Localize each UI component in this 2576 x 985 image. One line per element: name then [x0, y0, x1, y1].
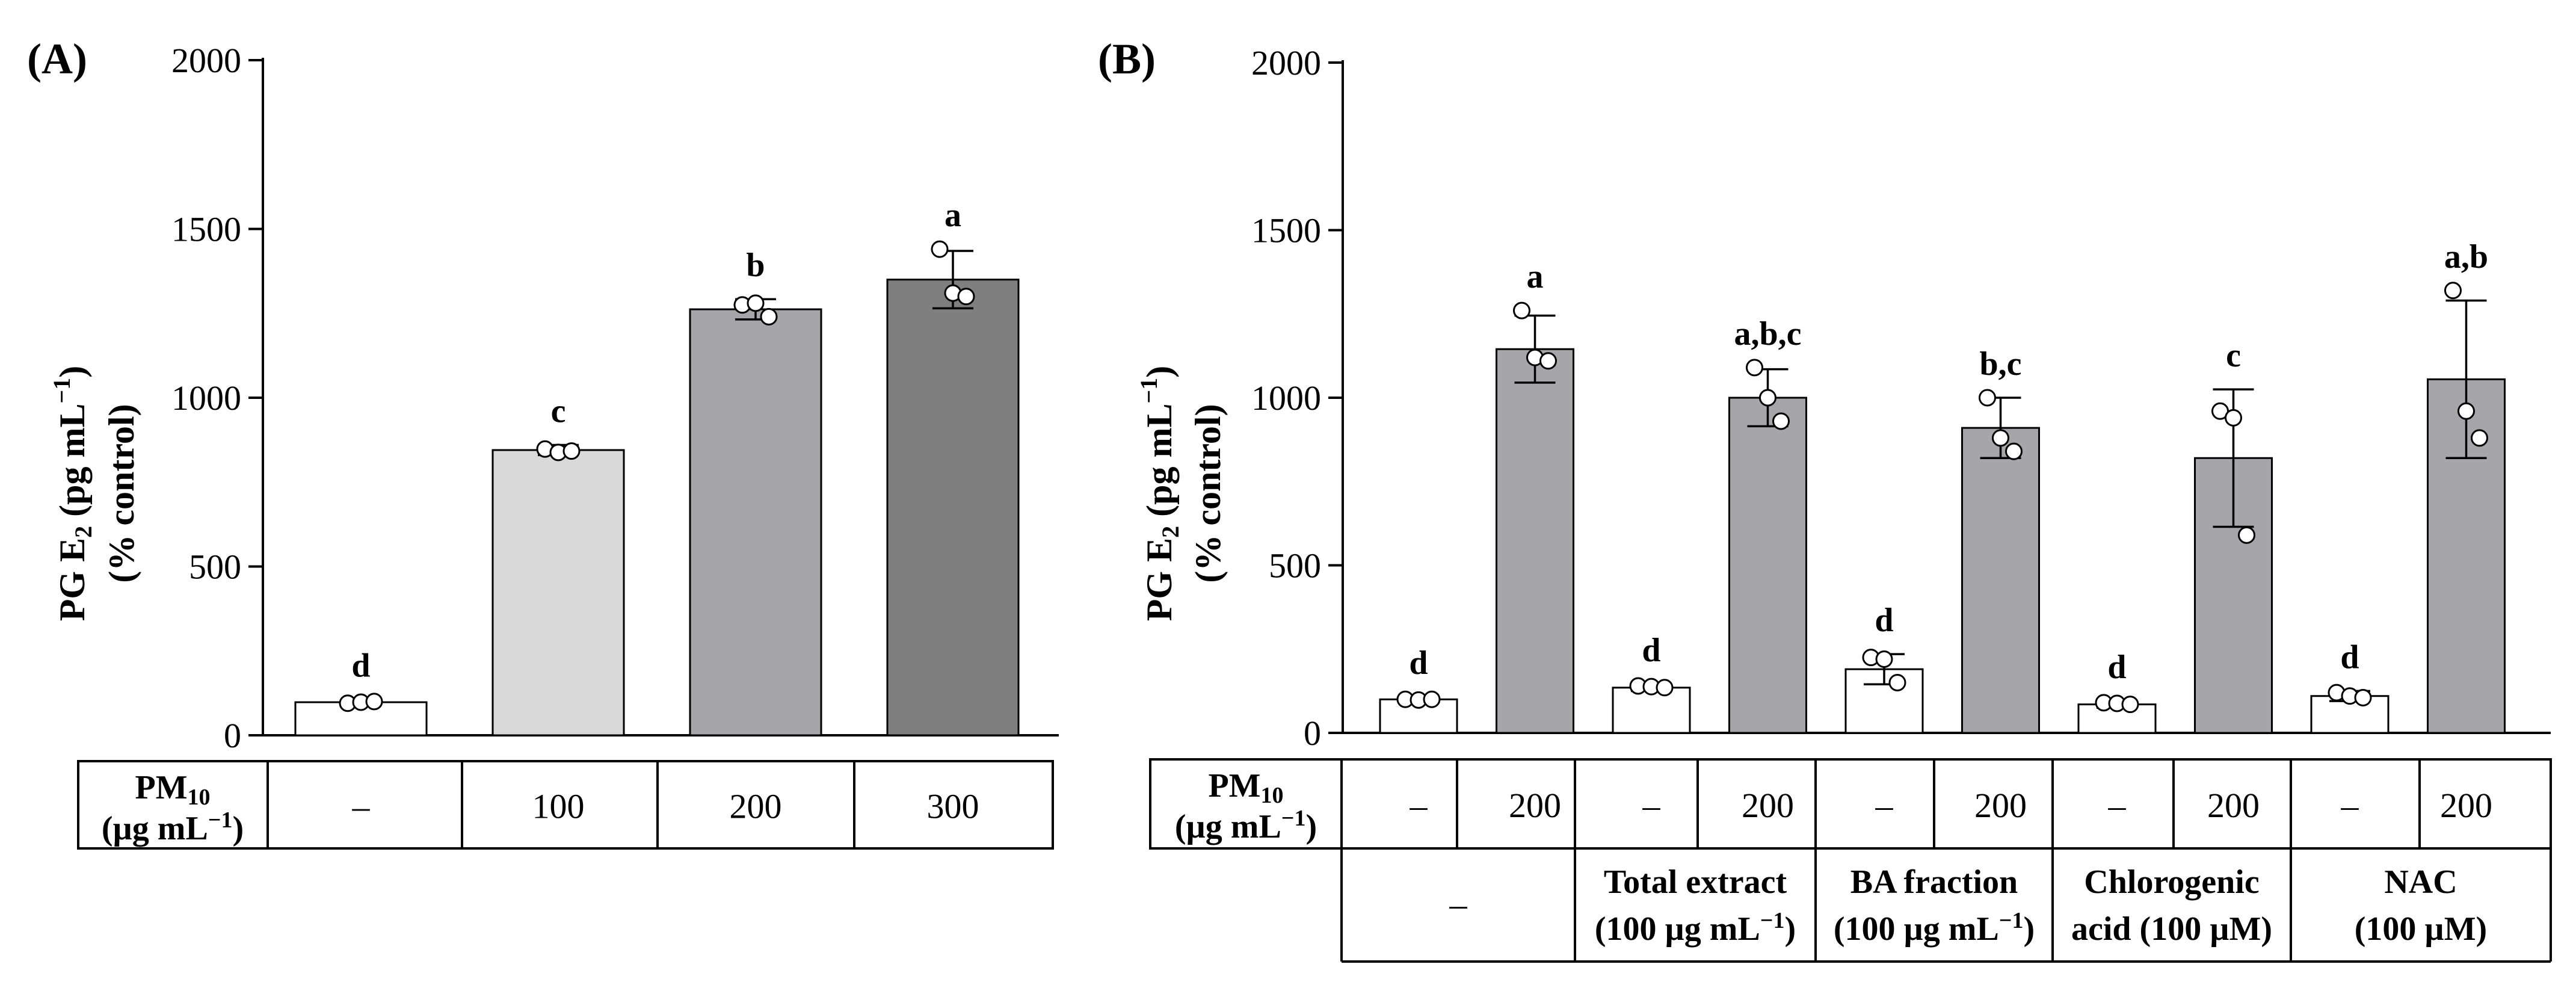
data-point [1875, 650, 1893, 668]
table-cell-value: – [1410, 786, 1428, 825]
panel-label: (A) [27, 35, 87, 83]
significance-letter: a,b [2444, 238, 2488, 276]
table-cell-value: – [1642, 786, 1661, 825]
y-tick-label: 1000 [1251, 378, 1321, 418]
significance-letter: d [2340, 638, 2359, 676]
data-point [2225, 409, 2242, 427]
bar [1961, 427, 2040, 734]
data-point [760, 307, 778, 326]
y-axis-title: PG E2 (pg mL−1) [1135, 366, 1184, 621]
table-group-label: Chlorogenic [2084, 863, 2259, 901]
bar [491, 449, 625, 736]
significance-letter: a [1527, 258, 1544, 295]
data-point [1423, 690, 1441, 708]
table-group-sublabel: acid (100 µM) [2071, 910, 2272, 948]
data-point [1539, 352, 1557, 370]
y-tick-label: 2000 [171, 41, 241, 80]
data-point [2444, 282, 2462, 300]
data-point [562, 442, 581, 460]
table-cell-value: 200 [1509, 786, 1561, 825]
table-group-sublabel: (100 µg mL−1) [1834, 908, 2035, 948]
bar [689, 308, 822, 736]
table-row-label: PM10 [1208, 767, 1283, 808]
table-cell-value: – [2341, 786, 2359, 825]
table-group-label: NAC [2384, 863, 2457, 901]
data-point [365, 693, 383, 711]
table-cell-value: 100 [532, 787, 585, 826]
significance-letter: d [351, 647, 370, 685]
table-cell-value: – [352, 787, 371, 826]
data-point [1513, 301, 1530, 320]
significance-letter: d [2107, 649, 2126, 686]
table-cell-value: 200 [2440, 786, 2492, 825]
data-point [2457, 402, 2475, 420]
y-tick-label: 0 [224, 716, 241, 755]
data-point [2121, 696, 2139, 714]
table-cell-value: – [2108, 786, 2127, 825]
y-tick-label: 1000 [171, 378, 241, 418]
panel-a: (A) PG E2 (pg mL−1)(% control) 0 500 1000 150… [27, 35, 1059, 850]
data-point [957, 288, 975, 306]
table-border [1149, 758, 2552, 850]
y-tick-label: 1500 [171, 210, 241, 249]
table-row-unit: (µg mL−1) [102, 807, 244, 847]
y-axis-title-line2: (% control) [102, 404, 141, 582]
table-cell-value: 200 [730, 787, 782, 826]
data-point [2471, 429, 2488, 447]
bar [1496, 348, 1574, 734]
significance-letter: b [746, 247, 765, 284]
significance-letter: d [1875, 602, 1893, 639]
table-row-label: PM10 [135, 769, 210, 810]
data-point [1992, 429, 2009, 447]
data-point [2354, 689, 2372, 707]
data-point [931, 240, 949, 258]
table-cell-value: 300 [927, 787, 979, 826]
table-cell-value: 200 [1742, 786, 1794, 825]
data-point [2005, 442, 2023, 460]
y-axis-title: PG E2 (pg mL−1) [48, 366, 97, 621]
table-row-unit: (µg mL−1) [1175, 806, 1317, 845]
significance-letter: b,c [1980, 345, 2022, 383]
data-point [1772, 412, 1790, 430]
table-group-label: – [1449, 885, 1468, 924]
data-point [1656, 679, 1674, 697]
table-cell-value: 200 [2207, 786, 2260, 825]
table-group-sublabel: (100 µM) [2355, 910, 2487, 948]
data-point [1759, 389, 1776, 407]
bar [1728, 397, 1807, 734]
y-tick-label: 500 [189, 548, 241, 587]
table-cell-value: 200 [1974, 786, 2027, 825]
data-point [2238, 526, 2255, 544]
data-point [747, 294, 765, 312]
y-axis-title-line2: (% control) [1188, 404, 1228, 582]
table-cell-value: – [1875, 786, 1894, 825]
y-tick-label: 2000 [1251, 43, 1321, 82]
data-point [1979, 389, 1996, 407]
data-point [1888, 673, 1906, 691]
y-tick-label: 500 [1269, 546, 1321, 585]
panel-b: (B) PG E2 (pg mL−1)(% control) 0 500 1000 150… [1098, 35, 2552, 963]
bar [886, 279, 1020, 736]
significance-letter: c [551, 393, 566, 430]
table-group-label: BA fraction [1850, 863, 2018, 901]
panel-label: (B) [1098, 35, 1156, 83]
table-border [77, 760, 1054, 850]
y-tick-label: 1500 [1251, 211, 1321, 250]
significance-letter: d [1642, 632, 1660, 669]
y-tick-label: 0 [1304, 714, 1321, 753]
significance-letter: a [944, 197, 961, 234]
table-group-label: Total extract [1604, 863, 1787, 901]
table-group-sublabel: (100 µg mL−1) [1595, 908, 1796, 948]
significance-letter: a,b,c [1734, 315, 1802, 353]
significance-letter: d [1409, 644, 1428, 682]
data-point [1746, 359, 1763, 377]
significance-letter: c [2226, 337, 2241, 374]
